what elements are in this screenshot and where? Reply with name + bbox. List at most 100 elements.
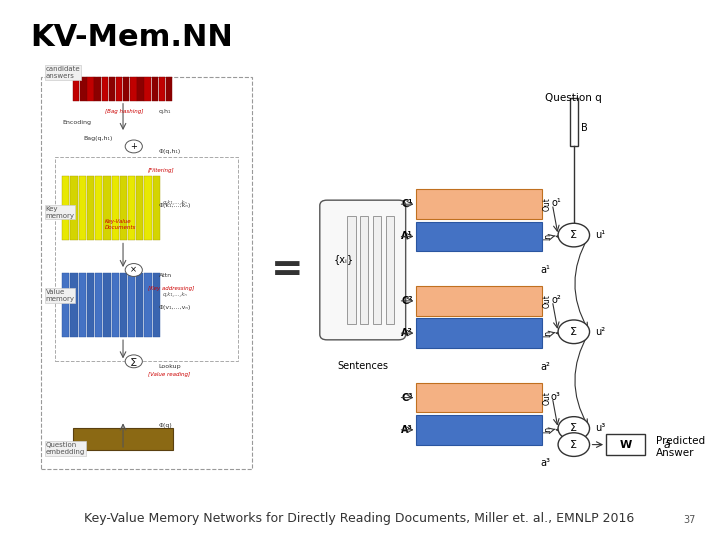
Circle shape	[125, 264, 143, 276]
Text: Σ: Σ	[570, 423, 577, 434]
FancyBboxPatch shape	[87, 77, 94, 101]
Text: Question q: Question q	[546, 93, 602, 103]
Text: â: â	[663, 440, 670, 450]
FancyBboxPatch shape	[87, 273, 94, 337]
Text: Out: Out	[543, 197, 552, 211]
FancyBboxPatch shape	[73, 428, 173, 450]
FancyBboxPatch shape	[112, 273, 119, 337]
Text: 37: 37	[683, 515, 696, 525]
Text: Σ: Σ	[570, 440, 577, 450]
Text: C³: C³	[401, 393, 413, 403]
FancyBboxPatch shape	[120, 273, 127, 337]
FancyBboxPatch shape	[320, 200, 405, 340]
FancyBboxPatch shape	[94, 77, 101, 101]
Text: o²: o²	[551, 295, 561, 305]
FancyBboxPatch shape	[159, 77, 166, 101]
FancyBboxPatch shape	[416, 383, 541, 413]
Text: u²: u²	[595, 327, 606, 337]
Text: u³: u³	[595, 423, 606, 434]
FancyBboxPatch shape	[416, 319, 541, 348]
FancyBboxPatch shape	[73, 77, 79, 101]
Text: A¹: A¹	[401, 232, 413, 241]
Text: o³: o³	[551, 392, 561, 402]
FancyBboxPatch shape	[145, 273, 152, 337]
Text: A²: A²	[401, 328, 413, 338]
FancyBboxPatch shape	[386, 217, 395, 323]
FancyBboxPatch shape	[128, 176, 135, 240]
Circle shape	[125, 140, 143, 153]
FancyBboxPatch shape	[360, 217, 369, 323]
FancyBboxPatch shape	[373, 217, 382, 323]
Text: In: In	[543, 329, 552, 336]
Text: a³: a³	[540, 458, 550, 468]
Text: Bag(q,h₁): Bag(q,h₁)	[84, 136, 113, 141]
Circle shape	[125, 355, 143, 368]
FancyBboxPatch shape	[136, 273, 143, 337]
FancyBboxPatch shape	[109, 77, 115, 101]
Text: u¹: u¹	[595, 230, 606, 240]
FancyBboxPatch shape	[95, 176, 102, 240]
Circle shape	[558, 417, 590, 440]
FancyBboxPatch shape	[71, 273, 78, 337]
FancyBboxPatch shape	[112, 176, 119, 240]
FancyBboxPatch shape	[78, 273, 86, 337]
Text: In: In	[543, 426, 552, 434]
FancyBboxPatch shape	[102, 77, 108, 101]
FancyBboxPatch shape	[87, 176, 94, 240]
FancyBboxPatch shape	[130, 77, 137, 101]
Text: q,h₁: q,h₁	[159, 109, 171, 114]
FancyBboxPatch shape	[153, 176, 160, 240]
FancyBboxPatch shape	[570, 98, 578, 146]
Text: +: +	[130, 142, 138, 151]
FancyBboxPatch shape	[416, 286, 541, 316]
Text: Out: Out	[543, 294, 552, 308]
Text: Φ(q,h₁): Φ(q,h₁)	[159, 150, 181, 154]
FancyBboxPatch shape	[145, 77, 151, 101]
Text: Φ(q): Φ(q)	[159, 423, 173, 428]
FancyBboxPatch shape	[71, 176, 78, 240]
FancyBboxPatch shape	[62, 273, 69, 337]
FancyBboxPatch shape	[152, 77, 158, 101]
Text: Attn: Attn	[159, 273, 172, 278]
FancyBboxPatch shape	[416, 221, 541, 251]
Text: Question
embedding: Question embedding	[46, 442, 85, 455]
FancyBboxPatch shape	[80, 77, 86, 101]
FancyBboxPatch shape	[347, 217, 356, 323]
Text: B: B	[581, 123, 588, 133]
Text: Out: Out	[543, 390, 552, 404]
Text: ∑: ∑	[131, 357, 137, 366]
Text: Encoding: Encoding	[62, 120, 91, 125]
Text: q,k₁,...,kₙ: q,k₁,...,kₙ	[163, 200, 187, 205]
Text: a²: a²	[540, 362, 550, 372]
FancyBboxPatch shape	[78, 176, 86, 240]
Text: C²: C²	[401, 296, 413, 306]
FancyBboxPatch shape	[606, 434, 645, 455]
FancyBboxPatch shape	[153, 273, 160, 337]
FancyBboxPatch shape	[62, 176, 69, 240]
Text: Key-Value Memory Networks for Directly Reading Documents, Miller et. al., EMNLP : Key-Value Memory Networks for Directly R…	[84, 512, 634, 525]
Text: candidate
answers: candidate answers	[46, 66, 81, 79]
FancyBboxPatch shape	[136, 176, 143, 240]
FancyBboxPatch shape	[123, 77, 130, 101]
Text: A³: A³	[401, 425, 413, 435]
Text: o¹: o¹	[551, 198, 561, 208]
FancyBboxPatch shape	[128, 273, 135, 337]
Text: C¹: C¹	[401, 199, 413, 209]
Text: Σ: Σ	[570, 327, 577, 337]
Text: [Value reading]: [Value reading]	[148, 372, 190, 377]
Text: W: W	[620, 440, 632, 450]
FancyBboxPatch shape	[116, 77, 122, 101]
FancyBboxPatch shape	[416, 415, 541, 444]
Text: Φ(k₁,...,kₙ): Φ(k₁,...,kₙ)	[159, 203, 192, 208]
Text: a¹: a¹	[540, 265, 550, 275]
FancyBboxPatch shape	[120, 176, 127, 240]
Circle shape	[558, 320, 590, 343]
Text: [Filtering]: [Filtering]	[148, 168, 175, 173]
FancyBboxPatch shape	[95, 273, 102, 337]
Circle shape	[558, 433, 590, 456]
Text: q,k₁,...,kₙ: q,k₁,...,kₙ	[163, 292, 187, 296]
FancyBboxPatch shape	[104, 273, 110, 337]
Text: KV-Mem.NN: KV-Mem.NN	[30, 23, 233, 52]
Text: Key-Value
Documents: Key-Value Documents	[105, 219, 137, 230]
Text: Φ(v₁,...,vₙ): Φ(v₁,...,vₙ)	[159, 305, 192, 310]
